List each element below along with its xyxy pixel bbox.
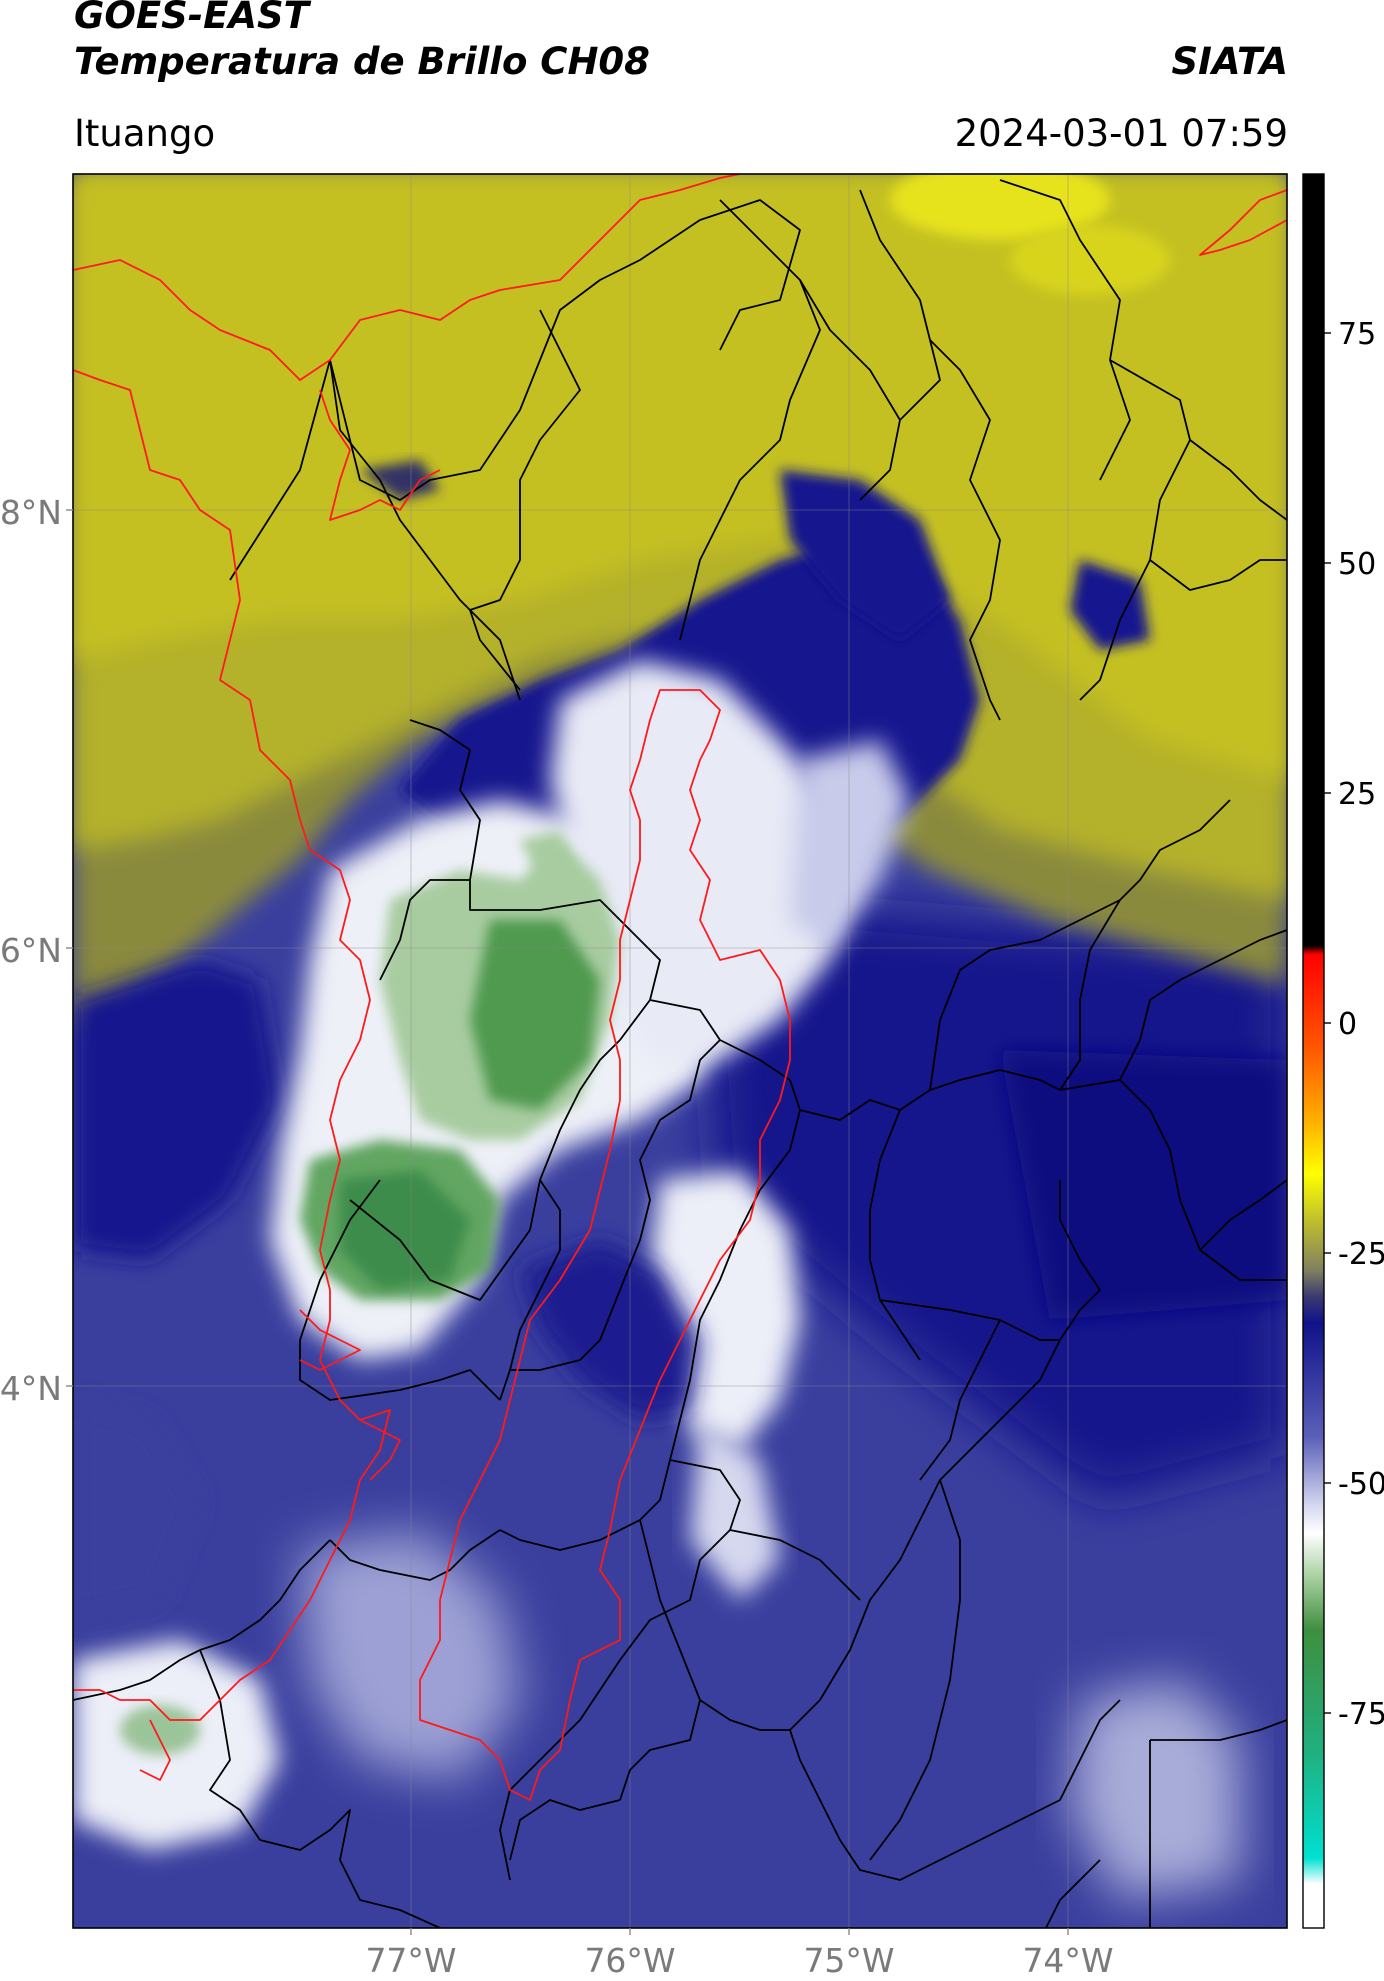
- admin-boundaries: [73, 179, 1287, 1928]
- latitude-ticks: 8°N 6°N 4°N: [0, 493, 73, 1408]
- lon-tick-77w: 77°W: [365, 1941, 456, 1980]
- colorbar: 75 50 25 0 -25 -50 -75: [1302, 173, 1384, 1929]
- colorbar-tick-minus50: -50: [1338, 1467, 1384, 1502]
- colorbar-tick-75: 75: [1338, 317, 1376, 352]
- datetime-label: 2024-03-01 07:59: [954, 112, 1288, 155]
- brightness-temperature-field: [73, 174, 1287, 1928]
- location-label: Ituango: [74, 112, 216, 155]
- colorbar-scale: [1302, 173, 1325, 1929]
- product-title: Temperatura de Brillo CH08: [74, 40, 650, 83]
- brand-label: SIATA: [1171, 40, 1288, 83]
- longitude-ticks: 77°W 76°W 75°W 74°W: [365, 1928, 1114, 1980]
- satellite-title: GOES-EAST: [74, 0, 309, 37]
- map-frame: [72, 173, 1288, 1929]
- lon-tick-75w: 75°W: [803, 1941, 894, 1980]
- graticule: [73, 174, 1287, 1928]
- colorbar-tick-minus75: -75: [1338, 1697, 1384, 1732]
- lat-tick-4n: 4°N: [0, 1369, 62, 1408]
- colorbar-tick-minus25: -25: [1338, 1237, 1384, 1272]
- colorbar-tick-25: 25: [1338, 777, 1376, 812]
- lon-tick-74w: 74°W: [1022, 1941, 1113, 1980]
- highlight-boundaries: [73, 174, 1287, 1801]
- colorbar-tick-50: 50: [1338, 547, 1376, 582]
- lat-tick-8n: 8°N: [0, 493, 62, 532]
- lon-tick-76w: 76°W: [584, 1941, 675, 1980]
- colorbar-tick-0: 0: [1338, 1007, 1357, 1042]
- lat-tick-6n: 6°N: [0, 931, 62, 970]
